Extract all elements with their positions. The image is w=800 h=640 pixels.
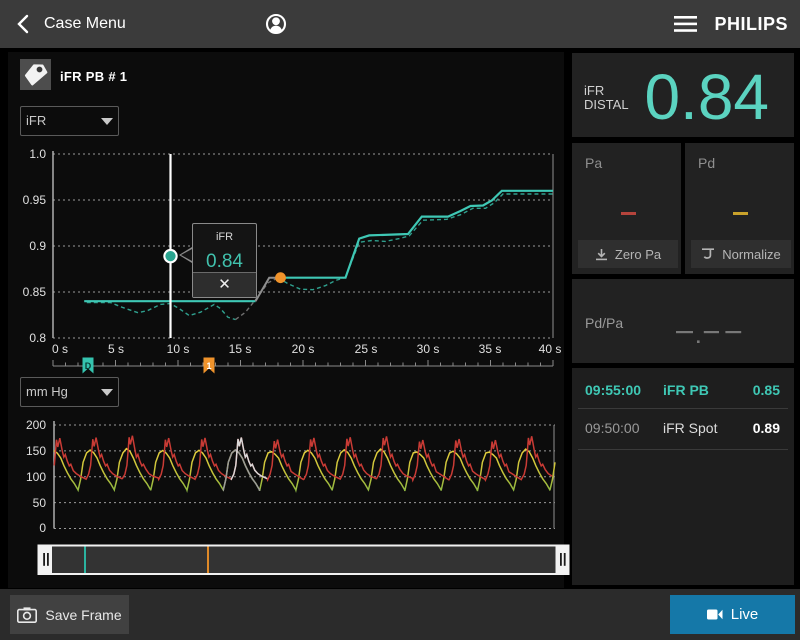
svg-text:0 s: 0 s (52, 342, 68, 356)
svg-text:0.85: 0.85 (23, 285, 47, 299)
svg-text:35 s: 35 s (479, 342, 502, 356)
svg-text:25 s: 25 s (355, 342, 378, 356)
svg-text:1.0: 1.0 (29, 147, 46, 161)
svg-text:0.8: 0.8 (29, 331, 46, 345)
svg-text:10 s: 10 s (167, 342, 190, 356)
svg-text:150: 150 (26, 444, 46, 458)
svg-text:40 s: 40 s (539, 342, 562, 356)
svg-text:0.95: 0.95 (23, 193, 47, 207)
svg-text:0: 0 (39, 521, 46, 535)
svg-text:1: 1 (206, 361, 211, 371)
svg-text:0.9: 0.9 (29, 239, 46, 253)
svg-text:200: 200 (26, 418, 46, 432)
svg-text:D: D (85, 361, 92, 371)
svg-text:30 s: 30 s (417, 342, 440, 356)
svg-text:100: 100 (26, 470, 46, 484)
svg-text:50: 50 (33, 496, 47, 510)
svg-text:5 s: 5 s (108, 342, 124, 356)
svg-text:20 s: 20 s (292, 342, 315, 356)
svg-text:15 s: 15 s (229, 342, 252, 356)
